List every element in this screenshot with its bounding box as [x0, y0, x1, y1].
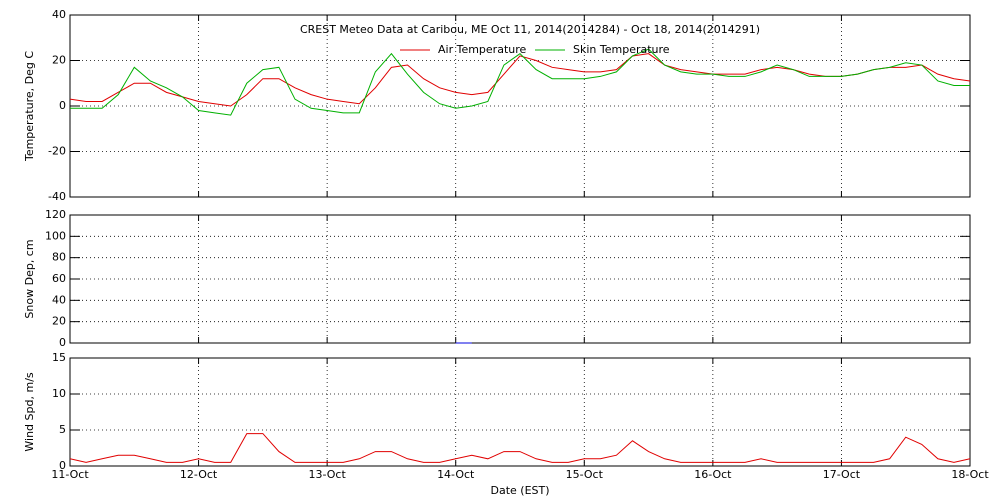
series-line [69, 433, 971, 463]
plot-frame [69, 357, 971, 467]
legend-label: Skin Temperature [573, 43, 670, 56]
series-line [70, 48, 970, 116]
series-line [69, 53, 971, 107]
y-tick-label: -40 [48, 190, 66, 203]
y-tick-label: 120 [45, 208, 66, 221]
y-axis-label: Snow Dep, cm [23, 239, 36, 318]
chart-title: CREST Meteo Data at Caribou, ME Oct 11, … [300, 23, 760, 36]
x-tick-label: 12-Oct [180, 468, 218, 481]
x-tick-label: 14-Oct [437, 468, 475, 481]
legend-label: Air Temperature [438, 43, 527, 56]
y-tick-label: 20 [52, 54, 66, 67]
y-tick-label: 40 [52, 8, 66, 21]
y-tick-label: 60 [52, 272, 66, 285]
y-tick-label: 0 [59, 336, 66, 349]
y-tick-label: 10 [52, 387, 66, 400]
y-tick-label: 0 [59, 99, 66, 112]
y-tick-label: 100 [45, 229, 66, 242]
y-tick-label: 40 [52, 293, 66, 306]
x-tick-label: 15-Oct [566, 468, 604, 481]
x-tick-label: 17-Oct [823, 468, 861, 481]
y-tick-label: -20 [48, 145, 66, 158]
y-tick-label: 5 [59, 423, 66, 436]
y-axis-label: Wind Spd, m/s [23, 372, 36, 452]
x-tick-label: 13-Oct [308, 468, 346, 481]
plot-frame [69, 14, 971, 198]
y-tick-label: 20 [52, 315, 66, 328]
y-tick-label: 0 [59, 459, 66, 472]
y-tick-label: 80 [52, 251, 66, 264]
y-tick-label: 15 [52, 351, 66, 364]
plot-frame [69, 214, 971, 344]
x-axis-label: Date (EST) [490, 484, 549, 497]
x-tick-label: 16-Oct [694, 468, 732, 481]
y-axis-label: Temperature, Deg C [23, 51, 36, 162]
x-tick-label: 11-Oct [51, 468, 89, 481]
x-tick-label: 18-Oct [951, 468, 989, 481]
